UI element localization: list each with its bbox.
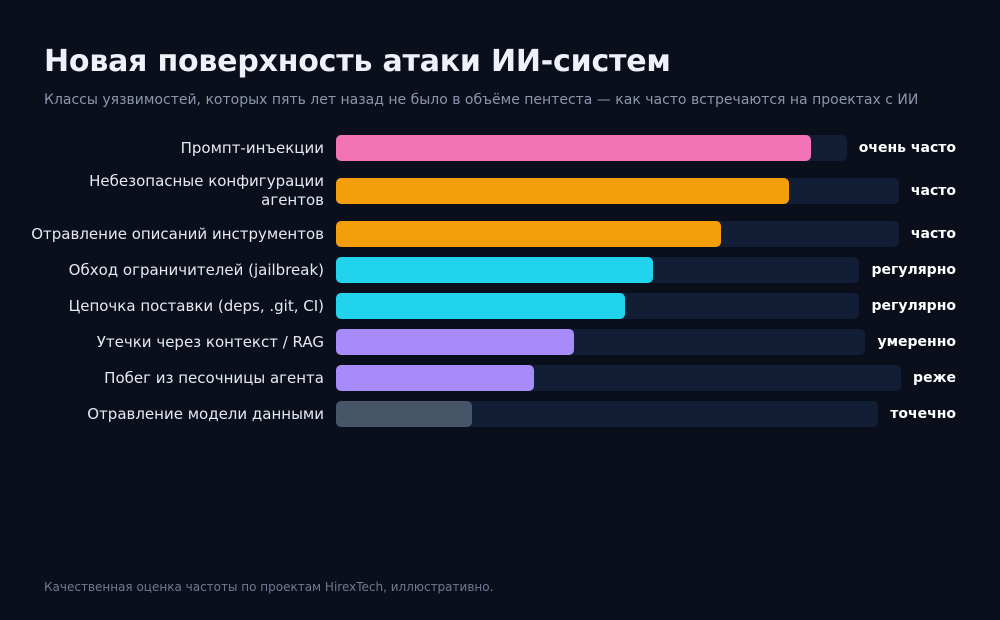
bar-row: Цепочка поставки (deps, .git, CI) регуляр… <box>0 293 1000 319</box>
frequency-label: регулярно <box>871 298 956 314</box>
value-bar <box>336 257 653 283</box>
category-label-line: Отравление описаний инструментов <box>31 224 324 243</box>
category-label: Отравление описаний инструментов <box>24 225 324 244</box>
value-bar <box>336 365 534 391</box>
category-label: Утечки через контекст / RAG <box>24 333 324 352</box>
chart-subtitle: Классы уязвимостей, которых пять лет наз… <box>44 92 919 108</box>
category-label-line: Небезопасные конфигурации <box>89 172 324 190</box>
value-bar <box>336 329 574 355</box>
category-label: Обход ограничителей (jailbreak) <box>24 261 324 280</box>
category-label-line: агентов <box>261 191 324 209</box>
frequency-label: точечно <box>890 406 956 422</box>
bar-row: Промпт-инъекции очень часто <box>0 135 1000 161</box>
value-bar <box>336 401 472 427</box>
chart-title: Новая поверхность атаки ИИ-систем <box>44 44 671 79</box>
frequency-label: очень часто <box>858 140 956 156</box>
category-label-line: Обход ограничителей (jailbreak) <box>68 260 324 279</box>
value-bar <box>336 221 721 247</box>
frequency-label: часто <box>910 226 956 242</box>
category-label: Небезопасные конфигурации агентов <box>24 172 324 210</box>
category-label-line: Отравление модели данными <box>87 404 324 423</box>
bar-row: Отравление модели данными точечно <box>0 401 1000 427</box>
frequency-label: регулярно <box>871 262 956 278</box>
category-label: Отравление модели данными <box>24 405 324 424</box>
bar-row: Побег из песочницы агента реже <box>0 365 1000 391</box>
category-label-line: Утечки через контекст / RAG <box>96 332 324 351</box>
bar-row: Отравление описаний инструментов часто <box>0 221 1000 247</box>
bar-row: Утечки через контекст / RAG умеренно <box>0 329 1000 355</box>
footnote: Качественная оценка частоты по проектам … <box>44 580 494 594</box>
bar-row: Обход ограничителей (jailbreak) регулярно <box>0 257 1000 283</box>
value-bar <box>336 293 625 319</box>
category-label-line: Цепочка поставки (deps, .git, CI) <box>68 296 324 315</box>
category-label-line: Побег из песочницы агента <box>104 368 324 387</box>
frequency-label: часто <box>910 183 956 199</box>
frequency-label: умеренно <box>877 334 956 350</box>
value-bar <box>336 178 789 204</box>
bar-row: Небезопасные конфигурации агентов часто <box>0 172 1000 209</box>
category-label: Цепочка поставки (deps, .git, CI) <box>24 297 324 316</box>
category-label-line: Промпт-инъекции <box>180 138 324 157</box>
value-bar <box>336 135 811 161</box>
category-label: Промпт-инъекции <box>24 139 324 158</box>
category-label: Побег из песочницы агента <box>24 369 324 388</box>
frequency-label: реже <box>913 370 956 386</box>
